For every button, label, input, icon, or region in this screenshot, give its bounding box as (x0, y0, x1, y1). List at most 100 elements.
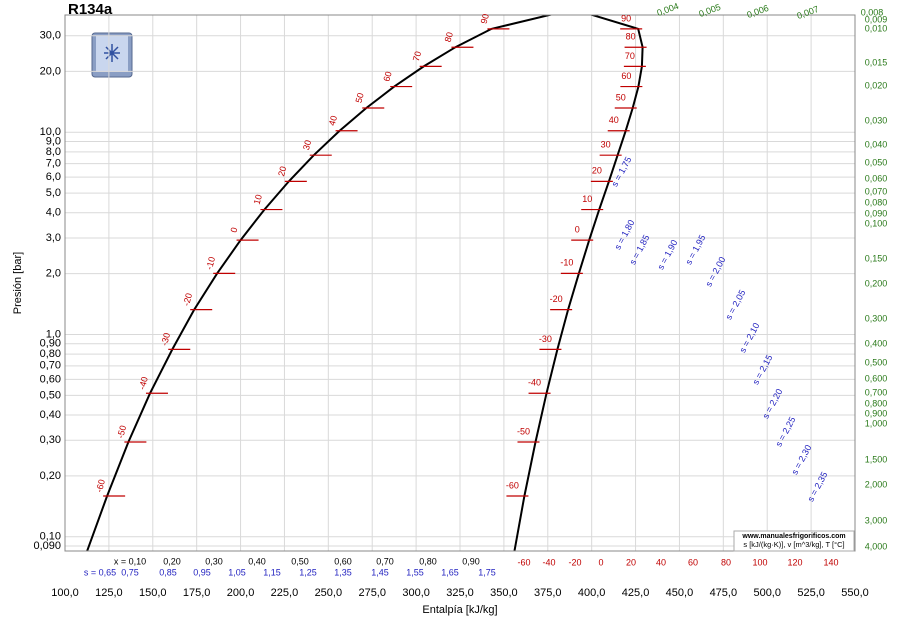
isotherm-label: -20 (550, 294, 563, 304)
quality-label: 0,50 (291, 556, 309, 566)
y-tick-label: 0,50 (40, 389, 61, 401)
x-tick-label: 450,0 (666, 587, 694, 599)
isotherm-label: 80 (626, 32, 636, 42)
x-tick-label: 325,0 (446, 587, 474, 599)
entropy-label: s = 0,65 (84, 567, 116, 577)
isotherm-label: 80 (443, 31, 455, 43)
isotherm-label: 70 (625, 51, 635, 61)
y-tick-label: 10,0 (40, 126, 61, 138)
isotherm-label: -60 (506, 480, 519, 490)
isotherm-label: -10 (204, 256, 217, 271)
isotherm-label: 20 (276, 165, 288, 177)
volume-label: 0,080 (865, 197, 888, 207)
entropy-label: 1,15 (263, 567, 281, 577)
y-tick-label: 0,10 (40, 531, 61, 543)
temperature-label: 80 (721, 557, 731, 567)
y-tick-label: 4,0 (46, 207, 61, 219)
y-tick-label: 7,0 (46, 157, 61, 169)
isotherm-label: -40 (528, 378, 541, 388)
volume-label: 0,070 (865, 186, 888, 196)
entropy-label: 1,55 (406, 567, 424, 577)
volume-label: 0,400 (865, 338, 888, 348)
volume-label: 0,150 (865, 253, 888, 263)
entropy-label: 1,35 (334, 567, 352, 577)
entropy-label: 0,95 (193, 567, 211, 577)
isotherm-label: 60 (621, 71, 631, 81)
x-tick-label: 500,0 (753, 587, 781, 599)
temperature-label: 0 (598, 557, 603, 567)
y-tick-label: 0,40 (40, 409, 61, 421)
isotherm-label: -10 (560, 258, 573, 268)
volume-label: 0,090 (865, 208, 888, 218)
temperature-label: -20 (568, 557, 581, 567)
y-tick-label: 0,70 (40, 360, 61, 372)
isotherm-label: 30 (301, 139, 313, 151)
x-axis-label: Entalpía [kJ/kg] (422, 604, 497, 616)
volume-label: 0,300 (865, 313, 888, 323)
y-tick-label: 5,0 (46, 187, 61, 199)
x-tick-label: 200,0 (227, 587, 255, 599)
entropy-label: 1,25 (299, 567, 317, 577)
x-tick-label: 400,0 (578, 587, 606, 599)
y-tick-label: 0,60 (40, 373, 61, 385)
quality-label: 0,70 (376, 556, 394, 566)
y-tick-label: 0,30 (40, 434, 61, 446)
x-tick-label: 350,0 (490, 587, 518, 599)
volume-label: 0,060 (865, 173, 888, 183)
temperature-label: -40 (542, 557, 555, 567)
quality-label: 0,40 (248, 556, 266, 566)
entropy-label: 1,75 (478, 567, 496, 577)
volume-label: 0,700 (865, 387, 888, 397)
volume-label: 0,500 (865, 357, 888, 367)
x-tick-label: 150,0 (139, 587, 167, 599)
x-tick-label: 475,0 (710, 587, 738, 599)
isotherm-label: 70 (411, 50, 423, 62)
plot-frame (64, 14, 856, 552)
temperature-label: 100 (752, 557, 767, 567)
y-tick-label: 30,0 (40, 30, 61, 42)
y-tick-label: 20,0 (40, 65, 61, 77)
x-tick-label: 175,0 (183, 587, 211, 599)
isotherm-label: -40 (137, 376, 150, 391)
volume-label: 0,020 (865, 80, 888, 90)
isotherm-label: 90 (479, 13, 491, 25)
x-tick-label: 125,0 (95, 587, 123, 599)
isotherm-label: -50 (517, 426, 530, 436)
x-tick-label: 100,0 (51, 587, 79, 599)
isotherm-label: 60 (381, 70, 393, 82)
entropy-label: 0,85 (159, 567, 177, 577)
volume-label: 3,000 (865, 515, 888, 525)
volume-label: 0,008 (861, 7, 884, 17)
volume-label: 0,600 (865, 373, 888, 383)
saturation-line (86, 15, 554, 551)
quality-label: 0,80 (419, 556, 437, 566)
temperature-label: 20 (626, 557, 636, 567)
volume-label: 0,009 (865, 14, 888, 24)
isotherm-label: 0 (228, 226, 239, 233)
y-tick-label: 3,0 (46, 232, 61, 244)
website: www.manualesfrigorificos.com (741, 533, 845, 540)
note-box (733, 530, 855, 552)
isotherm-label: -60 (94, 478, 107, 493)
volume-label: 0,100 (865, 218, 888, 228)
temperature-label: 140 (823, 557, 838, 567)
logo (91, 32, 133, 78)
isotherm-label: 40 (327, 114, 339, 126)
quality-label: 0,20 (163, 556, 181, 566)
x-tick-label: 300,0 (402, 587, 430, 599)
volume-label: 0,040 (865, 139, 888, 149)
y-tick-label: 0,80 (40, 348, 61, 360)
quality-label: x = 0,10 (114, 556, 146, 566)
y-tick-label: 0,20 (40, 470, 61, 482)
y-tick-label: 6,0 (46, 171, 61, 183)
x-tick-label: 275,0 (358, 587, 386, 599)
x-tick-label: 250,0 (315, 587, 343, 599)
volume-label: 2,000 (865, 479, 888, 489)
x-tick-label: 225,0 (271, 587, 299, 599)
chart-title: R134a (68, 1, 113, 18)
y-tick-label: 8,0 (46, 146, 61, 158)
volume-label: 0,015 (865, 57, 888, 67)
volume-label: 1,000 (865, 418, 888, 428)
isotherm-label: -30 (539, 334, 552, 344)
temperature-label: 40 (656, 557, 666, 567)
